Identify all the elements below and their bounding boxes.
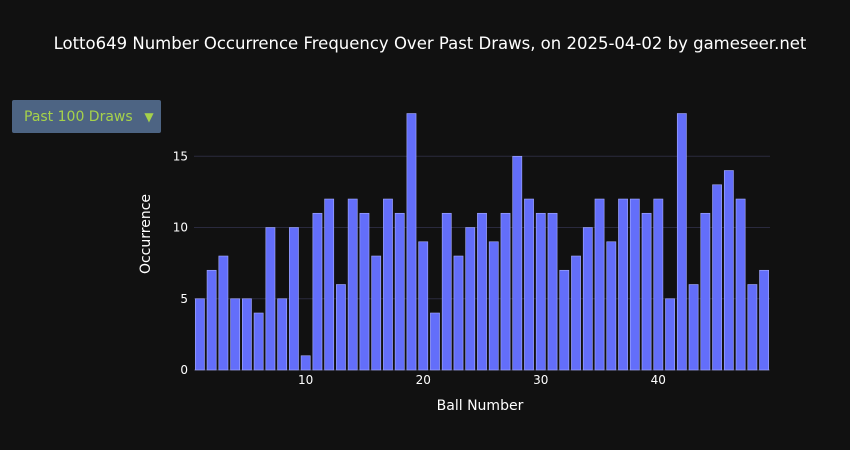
bar-ball-26[interactable]: [488, 241, 499, 371]
bar-ball-28[interactable]: [512, 155, 523, 371]
bar-ball-42[interactable]: [676, 113, 687, 371]
bar-ball-14[interactable]: [347, 198, 358, 371]
bar-ball-7[interactable]: [265, 227, 276, 371]
bar-ball-15[interactable]: [359, 212, 370, 371]
bar-ball-25[interactable]: [477, 212, 487, 371]
bar-ball-9[interactable]: [289, 227, 299, 371]
bar-ball-13[interactable]: [336, 284, 346, 371]
bar-ball-29[interactable]: [524, 198, 534, 371]
y-tick-label: 5: [180, 292, 188, 306]
y-tick-label: 0: [180, 363, 188, 377]
bar-ball-48[interactable]: [747, 284, 758, 371]
bar-ball-17[interactable]: [383, 198, 393, 371]
bar-ball-35[interactable]: [594, 198, 605, 371]
bar-ball-41[interactable]: [665, 298, 675, 371]
bar-ball-27[interactable]: [500, 212, 511, 371]
caret-down-icon: ▼: [144, 109, 154, 124]
y-tick-label: 15: [173, 149, 188, 163]
bars: [194, 113, 770, 371]
bar-ball-21[interactable]: [430, 312, 440, 371]
bar-ball-43[interactable]: [688, 284, 699, 371]
y-tick-label: 10: [173, 221, 188, 235]
bar-ball-5[interactable]: [242, 298, 252, 371]
bar-ball-4[interactable]: [230, 298, 241, 371]
x-tick-label: 30: [533, 373, 548, 387]
bar-ball-31[interactable]: [547, 212, 558, 371]
x-tick-labels: 10 20 30 40: [298, 373, 666, 387]
bar-ball-10[interactable]: [300, 355, 311, 371]
bar-ball-22[interactable]: [441, 212, 452, 371]
bar-ball-16[interactable]: [371, 255, 382, 371]
bar-ball-8[interactable]: [277, 298, 288, 371]
bar-ball-37[interactable]: [618, 198, 628, 371]
bar-ball-36[interactable]: [606, 241, 617, 371]
bar-ball-1[interactable]: [194, 298, 205, 371]
bar-ball-45[interactable]: [712, 184, 722, 371]
bar-ball-3[interactable]: [218, 255, 229, 371]
chart-title: Lotto649 Number Occurrence Frequency Ove…: [53, 34, 807, 53]
bar-ball-44[interactable]: [700, 212, 711, 371]
draw-range-dropdown[interactable]: Past 100 Draws ▼: [12, 100, 161, 133]
bar-ball-33[interactable]: [571, 255, 581, 371]
bar-ball-46[interactable]: [723, 170, 734, 371]
bar-ball-18[interactable]: [394, 212, 405, 371]
bar-ball-11[interactable]: [312, 212, 323, 371]
x-axis-title: Ball Number: [437, 398, 524, 414]
x-tick-label: 40: [651, 373, 666, 387]
bar-ball-39[interactable]: [641, 212, 652, 371]
bar-ball-12[interactable]: [324, 198, 335, 371]
bar-ball-24[interactable]: [465, 227, 476, 371]
bar-ball-6[interactable]: [253, 312, 264, 371]
bar-ball-30[interactable]: [535, 212, 546, 371]
dropdown-selected-label: Past 100 Draws: [24, 108, 133, 125]
x-tick-label: 20: [416, 373, 431, 387]
bar-ball-34[interactable]: [582, 227, 593, 371]
bar-ball-20[interactable]: [418, 241, 429, 371]
bar-ball-32[interactable]: [559, 269, 570, 371]
bar-ball-47[interactable]: [735, 198, 746, 371]
bar-ball-38[interactable]: [629, 198, 640, 371]
bar-ball-2[interactable]: [206, 269, 217, 371]
bar-ball-19[interactable]: [406, 113, 417, 371]
bar-ball-23[interactable]: [453, 255, 464, 371]
bar-ball-40[interactable]: [653, 198, 664, 371]
y-axis-title: Occurrence: [138, 194, 154, 274]
y-tick-labels: 0 5 10 15: [173, 149, 188, 377]
x-tick-label: 10: [298, 373, 313, 387]
bar-ball-49[interactable]: [759, 269, 770, 371]
